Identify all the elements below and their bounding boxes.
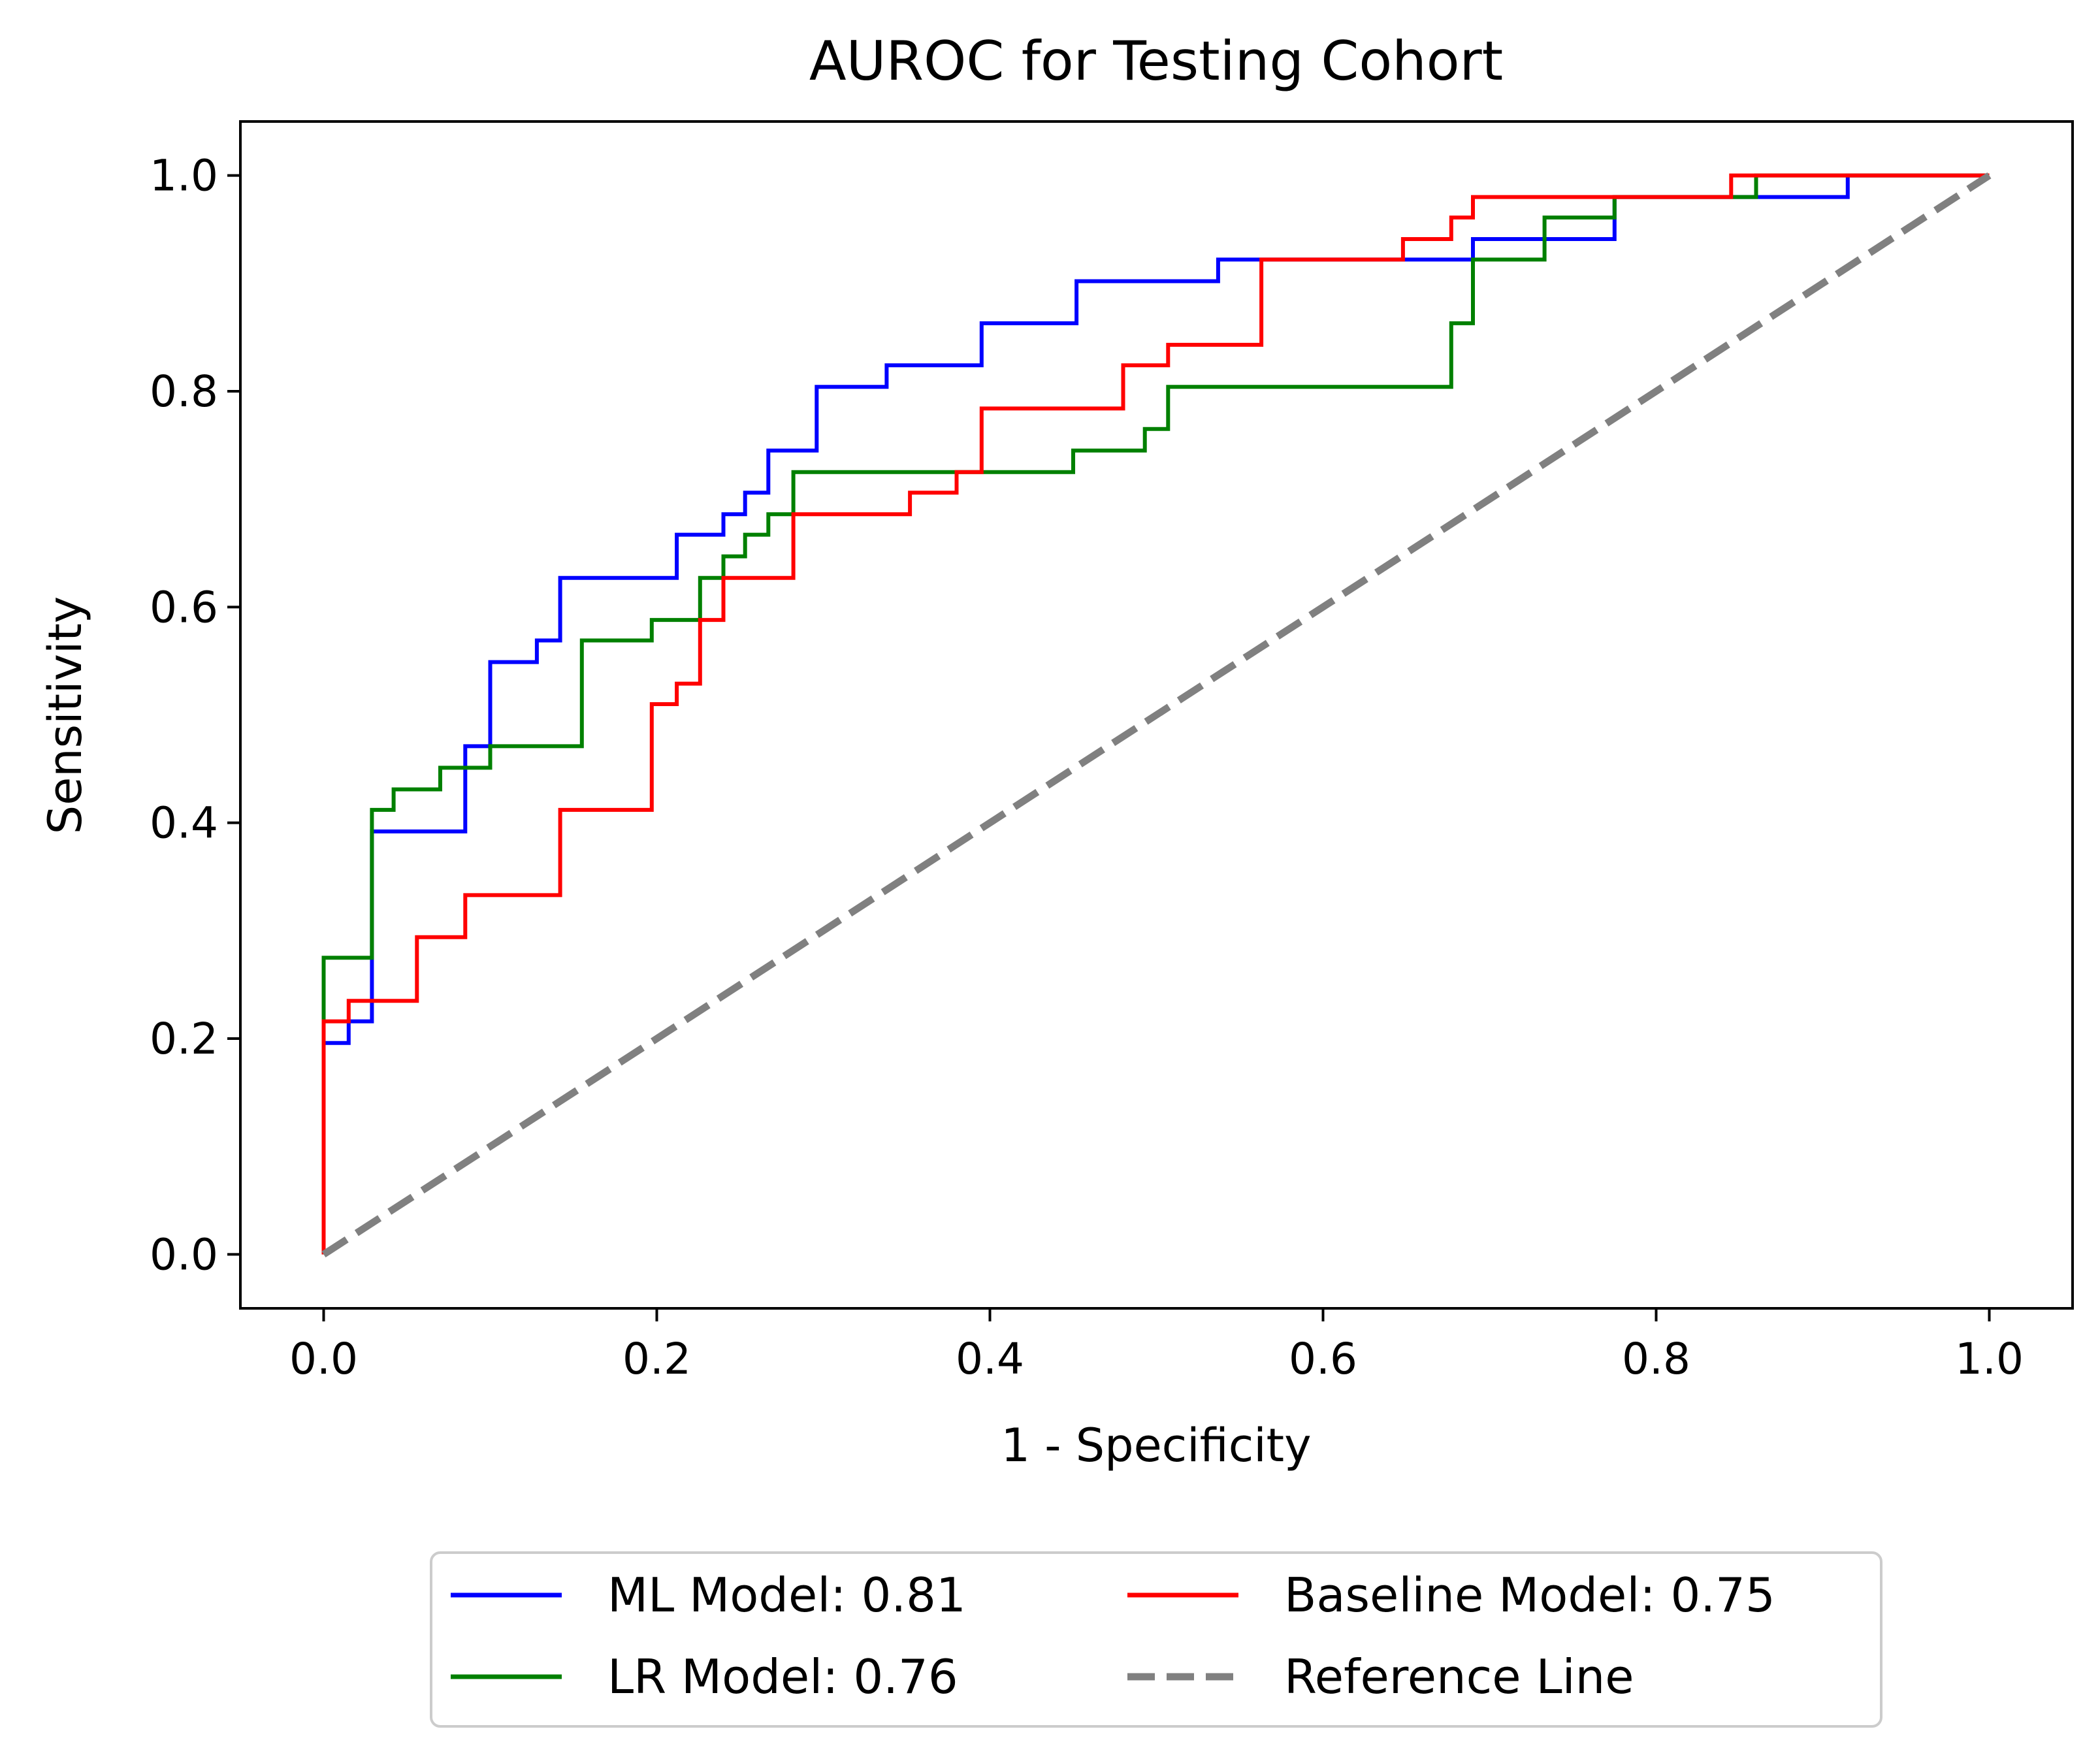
- legend-entries: ML Model: 0.81 LR Model: 0.76 Baseline Mod…: [451, 1568, 1775, 1704]
- y-tick-label: 0.2: [150, 1014, 218, 1064]
- y-tick-label: 0.0: [150, 1229, 218, 1280]
- legend-item-ml-model: ML Model: 0.81: [451, 1568, 966, 1623]
- x-axis-ticks: 0.0 0.2 0.4 0.6 0.8 1.0: [289, 1308, 2024, 1384]
- legend-label: LR Model: 0.76: [607, 1649, 958, 1704]
- legend-item-baseline-model: Baseline Model: 0.75: [1127, 1568, 1775, 1623]
- reference-line: [321, 172, 1992, 1258]
- y-axis-ticks: 0.0 0.2 0.4 0.6 0.8 1.0: [150, 151, 240, 1280]
- legend-item-lr-model: LR Model: 0.76: [451, 1649, 958, 1704]
- x-tick-label: 0.4: [956, 1334, 1024, 1384]
- chart-title: AUROC for Testing Cohort: [809, 29, 1503, 93]
- x-tick-label: 0.6: [1289, 1334, 1357, 1384]
- legend-label: Reference Line: [1284, 1649, 1634, 1704]
- baseline-model-line: [321, 173, 1990, 1255]
- legend-label: Baseline Model: 0.75: [1284, 1568, 1775, 1623]
- legend-frame: [430, 1551, 1882, 1728]
- y-tick-label: 1.0: [150, 151, 218, 201]
- x-tick-label: 0.8: [1622, 1334, 1690, 1384]
- y-tick-label: 0.4: [150, 798, 218, 848]
- y-tick-label: 0.8: [150, 366, 218, 417]
- legend-item-reference-line: Reference Line: [1127, 1649, 1634, 1704]
- series-group: [321, 172, 1992, 1258]
- legend-label: ML Model: 0.81: [607, 1568, 966, 1623]
- plot-frame: [239, 120, 2074, 1310]
- y-axis-label: Sensitivity: [39, 596, 92, 834]
- x-tick-label: 1.0: [1955, 1334, 2024, 1384]
- x-tick-label: 0.0: [289, 1334, 358, 1384]
- x-tick-label: 0.2: [622, 1334, 691, 1384]
- y-tick-label: 0.6: [150, 582, 218, 632]
- lr-model-line: [321, 173, 1990, 1255]
- legend: ML Model: 0.81 LR Model: 0.76 Baseline Mod…: [430, 1551, 1882, 1728]
- ml-model-line: [321, 173, 1990, 1255]
- x-axis-label: 1 - Specificity: [1001, 1419, 1311, 1472]
